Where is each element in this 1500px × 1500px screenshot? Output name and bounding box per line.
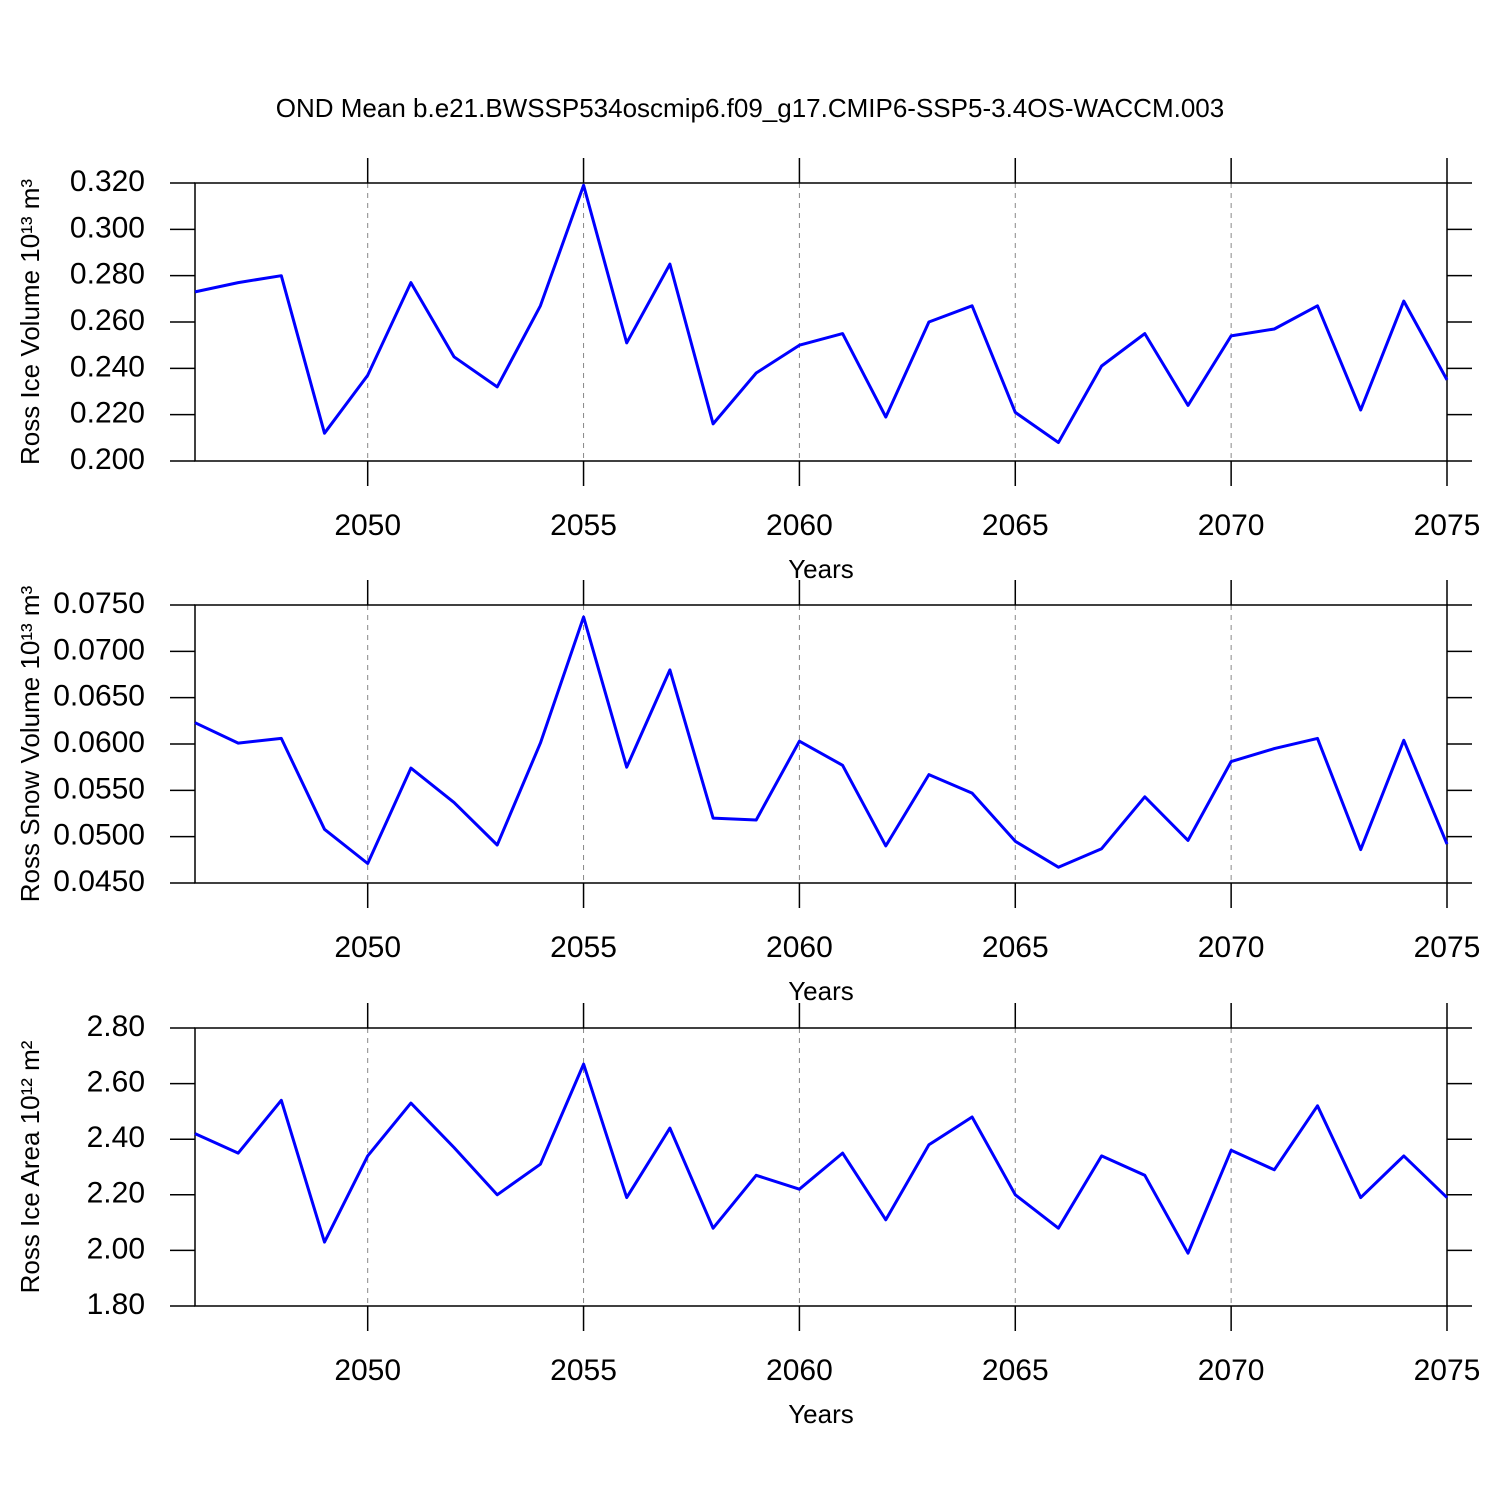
x-tick-label: 2060 xyxy=(766,1354,833,1387)
x-tick-label: 2075 xyxy=(1414,1354,1481,1387)
x-tick-label: 2050 xyxy=(334,1354,401,1387)
y-axis-title: Ross Ice Volume 10¹³ m³ xyxy=(15,179,45,465)
x-axis-title: Years xyxy=(788,976,854,1006)
y-axis-title: Ross Snow Volume 10¹³ m³ xyxy=(15,585,45,902)
y-tick-label: 0.300 xyxy=(70,211,145,244)
x-axis-title: Years xyxy=(788,1399,854,1429)
x-tick-label: 2070 xyxy=(1198,931,1265,964)
y-tick-label: 2.00 xyxy=(87,1232,145,1265)
x-tick-label: 2055 xyxy=(550,931,617,964)
y-tick-label: 2.40 xyxy=(87,1121,145,1154)
y-tick-label: 0.0550 xyxy=(53,772,145,805)
y-tick-label: 0.260 xyxy=(70,304,145,337)
x-tick-label: 2050 xyxy=(334,931,401,964)
x-tick-label: 2070 xyxy=(1198,509,1265,542)
y-tick-label: 0.0700 xyxy=(53,633,145,666)
y-axis-title: Ross Ice Area 10¹² m² xyxy=(15,1040,45,1293)
x-tick-label: 2065 xyxy=(982,1354,1049,1387)
data-line xyxy=(194,1062,1449,1255)
y-tick-label: 2.80 xyxy=(87,1010,145,1043)
plot-frame xyxy=(194,1027,1448,1307)
y-tick-label: 2.60 xyxy=(87,1066,145,1099)
y-tick-label: 0.0600 xyxy=(53,726,145,759)
x-tick-label: 2060 xyxy=(766,509,833,542)
y-tick-label: 1.80 xyxy=(87,1288,145,1321)
y-tick-label: 0.320 xyxy=(70,165,145,198)
x-tick-label: 2050 xyxy=(334,509,401,542)
x-tick-label: 2070 xyxy=(1198,1354,1265,1387)
x-tick-label: 2065 xyxy=(982,931,1049,964)
chart-title: OND Mean b.e21.BWSSP534oscmip6.f09_g17.C… xyxy=(276,93,1224,123)
x-axis-title: Years xyxy=(788,554,854,584)
y-tick-label: 0.0750 xyxy=(53,587,145,620)
y-tick-label: 0.240 xyxy=(70,350,145,383)
y-tick-label: 0.0500 xyxy=(53,819,145,852)
y-tick-label: 2.20 xyxy=(87,1177,145,1210)
y-tick-label: 0.280 xyxy=(70,258,145,291)
plot-frame xyxy=(194,604,1448,884)
x-tick-label: 2055 xyxy=(550,509,617,542)
y-tick-label: 0.200 xyxy=(70,443,145,476)
x-tick-label: 2060 xyxy=(766,931,833,964)
plot-frame xyxy=(194,182,1448,462)
x-tick-label: 2075 xyxy=(1414,931,1481,964)
x-tick-label: 2065 xyxy=(982,509,1049,542)
data-line xyxy=(194,615,1449,869)
x-tick-label: 2055 xyxy=(550,1354,617,1387)
y-tick-label: 0.0650 xyxy=(53,680,145,713)
y-tick-label: 0.220 xyxy=(70,397,145,430)
y-tick-label: 0.0450 xyxy=(53,865,145,898)
x-tick-label: 2075 xyxy=(1414,509,1481,542)
data-line xyxy=(194,183,1449,444)
